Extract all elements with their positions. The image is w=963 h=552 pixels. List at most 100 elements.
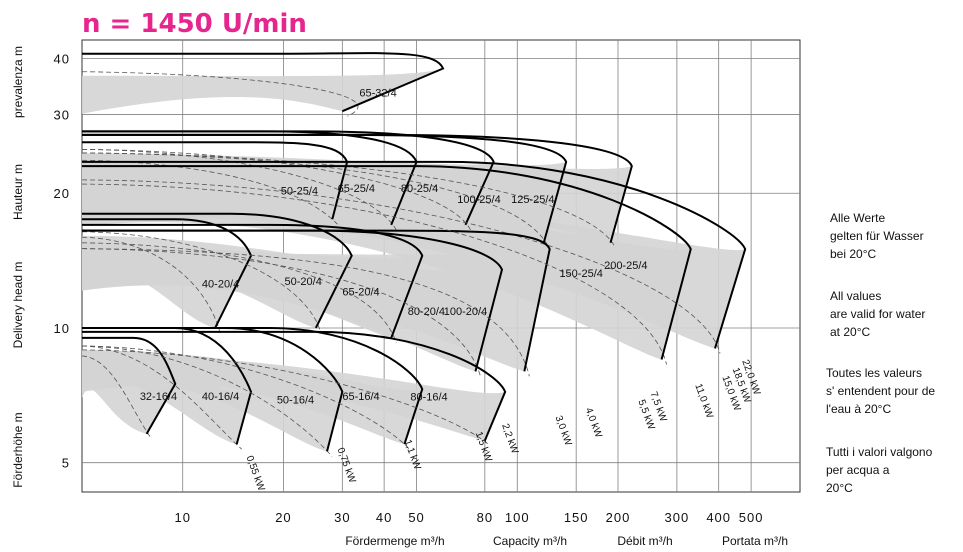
pump-curves (81, 52, 747, 457)
model-label: 40-16/4 (202, 391, 239, 403)
ylabel-de: Förderhöhe m (11, 412, 25, 487)
model-label: 100-25/4 (457, 194, 500, 206)
pump-curve (82, 165, 692, 360)
model-label: 50-20/4 (285, 276, 322, 288)
xlabel-en: Capacity m³/h (493, 534, 567, 548)
x-tick-label: 30 (334, 510, 350, 525)
y-axis-labels: Förderhöhe m Delivery head m Hauteur m p… (11, 46, 25, 488)
note-fr-3: l'eau à 20°C (826, 402, 891, 416)
reduced-curve (81, 248, 481, 377)
note-de-1: Alle Werte (830, 211, 885, 225)
model-label: 65-20/4 (342, 286, 379, 298)
operating-band (82, 156, 632, 243)
reduced-curve (81, 236, 221, 334)
note-de-2: gelten für Wasser (830, 229, 924, 243)
x-axis-labels: Fördermenge m³/h Capacity m³/h Débit m³/… (345, 534, 788, 548)
x-tick-label: 20 (275, 510, 291, 525)
reduced-curve (81, 345, 242, 450)
pump-curve (82, 141, 349, 220)
model-label: 100-20/4 (444, 306, 487, 318)
model-label: 150-25/4 (559, 268, 602, 280)
x-tick-label: 150 (564, 510, 589, 525)
reduced-curve (81, 349, 491, 446)
reduced-curve (81, 152, 616, 248)
operating-bands (82, 68, 746, 452)
note-en-1: All values (830, 289, 881, 303)
y-tick-label: 5 (62, 456, 70, 471)
pump-curve (82, 130, 495, 226)
power-label: 1,5 kW (473, 430, 494, 464)
ylabel-en: Delivery head m (11, 262, 25, 349)
model-label: 65-32/4 (359, 87, 396, 99)
xlabel-it: Portata m³/h (722, 534, 788, 548)
reduced-curve (81, 231, 322, 334)
ylabel-it: prevalenza m (11, 46, 25, 118)
reduced-curve (81, 183, 667, 365)
x-tick-label: 400 (706, 510, 731, 525)
power-label: 1,1 kW (402, 438, 423, 472)
pump-curve (82, 326, 424, 445)
x-tick-label: 80 (477, 510, 493, 525)
operating-band (82, 68, 444, 114)
model-label: 125-25/4 (511, 194, 554, 206)
note-it-1: Tutti i valori valgono (826, 445, 933, 459)
axis-ticks: 10 20 30 40 50 80 100 150 200 300 400 500 5 10 20 30 40 (54, 52, 764, 525)
reduced-curve (81, 148, 471, 231)
pump-curve (82, 229, 551, 372)
x-tick-label: 200 (606, 510, 631, 525)
power-label: 11,0 kW (692, 382, 715, 420)
x-tick-label: 300 (665, 510, 690, 525)
model-label: 200-25/4 (604, 260, 647, 272)
power-label: 0,75 kW (335, 446, 358, 485)
x-tick-label: 100 (505, 510, 530, 525)
pump-curve (82, 133, 633, 244)
x-tick-label: 500 (739, 510, 764, 525)
power-label: 3,0 kW (553, 414, 574, 448)
model-label: 80-20/4 (408, 306, 445, 318)
operating-band (82, 188, 691, 360)
reduced-curve (81, 71, 359, 117)
note-it-2: per acqua a (826, 463, 890, 477)
reduced-curve (81, 355, 152, 440)
reduced-curve (81, 248, 530, 377)
note-en-3: at 20°C (830, 325, 870, 339)
y-tick-label: 30 (54, 107, 70, 122)
chart-title: n = 1450 U/min (82, 9, 307, 39)
power-label: 0,55 kW (244, 454, 267, 493)
note-de-3: bei 20°C (830, 247, 876, 261)
reduced-curve (81, 345, 333, 457)
y-tick-label: 40 (54, 52, 70, 67)
power-label: 4,0 kW (583, 406, 604, 440)
operating-band (82, 353, 506, 441)
y-tick-label: 20 (54, 186, 70, 201)
model-labels: 65-32/4 50-25/4 65-25/4 80-25/4 100-25/4 125-… (140, 87, 648, 406)
model-label: 80-25/4 (401, 183, 438, 195)
model-label: 50-25/4 (281, 186, 318, 198)
xlabel-fr: Débit m³/h (617, 534, 672, 548)
xlabel-de: Fördermenge m³/h (345, 534, 444, 548)
pump-curve (82, 212, 353, 329)
operating-band (82, 249, 550, 372)
x-tick-label: 10 (174, 510, 190, 525)
pump-curve (82, 52, 445, 113)
model-label: 32-16/4 (140, 391, 177, 403)
reduced-curve (81, 242, 397, 344)
model-label: 65-25/4 (338, 183, 375, 195)
note-fr-1: Toutes les valeurs (826, 366, 922, 380)
reduced-curve (81, 345, 410, 450)
note-en-2: are valid for water (830, 307, 925, 321)
y-tick-label: 10 (54, 321, 70, 336)
reduced-curve (81, 159, 338, 225)
note-fr-2: s' entendent pour de (826, 384, 935, 398)
model-label: 65-16/4 (342, 391, 379, 403)
model-label: 50-16/4 (277, 395, 314, 407)
x-tick-label: 40 (376, 510, 392, 525)
reduced-curve (81, 148, 397, 231)
model-label: 40-20/4 (202, 279, 239, 291)
ylabel-fr: Hauteur m (11, 164, 25, 220)
pump-curve (82, 336, 177, 435)
model-label: 80-16/4 (410, 391, 447, 403)
pump-curve (82, 160, 747, 349)
notes: Alle Werte gelten für Wasser bei 20°C Al… (826, 211, 935, 495)
